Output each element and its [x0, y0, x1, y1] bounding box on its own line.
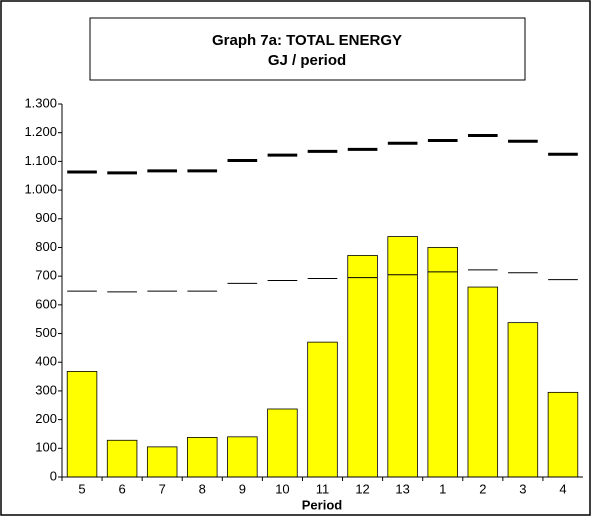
bar — [106, 439, 138, 478]
bar — [387, 236, 418, 478]
x-tick-label: 4 — [559, 481, 566, 496]
x-tick-label: 10 — [275, 481, 289, 496]
bar — [427, 247, 458, 478]
x-tick-label: 3 — [519, 481, 526, 496]
x-tick-label: 12 — [355, 481, 369, 496]
x-tick-label: 7 — [159, 481, 166, 496]
bar — [146, 446, 178, 478]
title-box — [89, 17, 526, 81]
x-tick-label: 2 — [479, 481, 486, 496]
y-tick-label: 400 — [35, 354, 57, 369]
y-tick-label: 200 — [35, 411, 57, 426]
x-tick-label: 8 — [199, 481, 206, 496]
y-tick-label: 500 — [35, 325, 57, 340]
x-axis-label: Period — [302, 497, 343, 512]
y-tick-label: 1.200 — [24, 124, 57, 139]
x-tick-label: 13 — [395, 481, 409, 496]
chart-subtitle: GJ / period — [268, 52, 346, 69]
x-tick-label: 11 — [316, 481, 330, 496]
y-tick-label: 100 — [35, 440, 57, 455]
bar — [187, 437, 218, 478]
y-tick-label: 800 — [35, 239, 57, 254]
x-tick-label: 1 — [439, 481, 446, 496]
chart-title: Graph 7a: TOTAL ENERGY — [212, 32, 402, 49]
y-tick-label: 1.100 — [24, 153, 57, 168]
y-tick-label: 700 — [35, 268, 57, 283]
bar — [467, 286, 499, 478]
bar — [267, 408, 298, 478]
y-tick-label: 1.300 — [24, 95, 57, 110]
y-tick-label: 0 — [50, 468, 57, 483]
y-tick-label: 300 — [35, 382, 57, 397]
bar — [227, 436, 258, 478]
y-tick-label: 1.000 — [24, 182, 57, 197]
bar — [347, 255, 378, 478]
bar — [507, 322, 539, 478]
x-tick-label: 9 — [239, 481, 246, 496]
y-tick-label: 600 — [35, 296, 57, 311]
bar — [66, 371, 98, 478]
x-tick-label: 6 — [118, 481, 125, 496]
y-tick-label: 900 — [35, 210, 57, 225]
bar — [547, 391, 579, 478]
bar — [307, 341, 338, 478]
x-tick-label: 5 — [78, 481, 85, 496]
